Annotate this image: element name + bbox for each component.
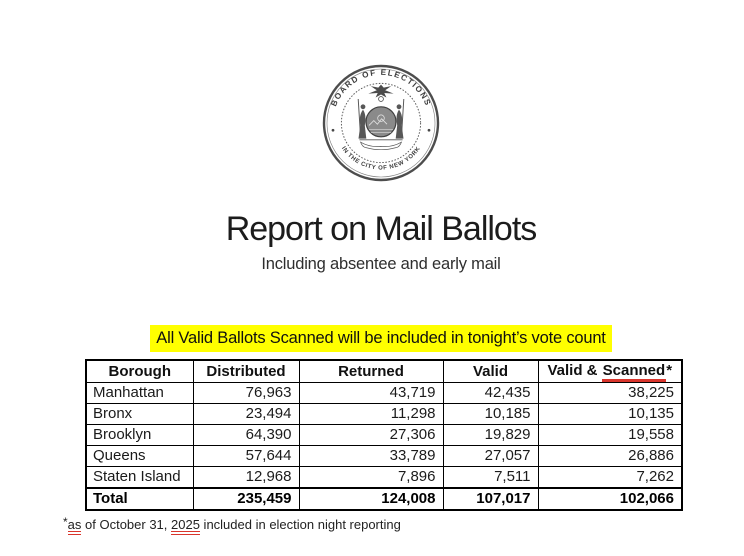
table-cell: 12,968: [192, 466, 300, 489]
table-cell: 19,829: [442, 424, 539, 446]
table-cell: 10,135: [537, 403, 683, 425]
seal-beaded-ring: [340, 82, 422, 164]
shield-water: [369, 129, 393, 133]
eagle-orb: [378, 96, 384, 102]
table-cell: 235,459: [192, 487, 300, 511]
ballots-table: Borough Distributed Returned Valid Valid…: [85, 359, 683, 511]
table-cell: 11,298: [298, 403, 444, 425]
table-cell: 23,494: [192, 403, 300, 425]
header-row: Borough Distributed Returned Valid Valid…: [85, 359, 683, 383]
table-row-bronx: Bronx 23,494 11,298 10,185 10,135: [85, 403, 683, 425]
table-cell: 124,008: [298, 487, 444, 511]
highlighted-note: All Valid Ballots Scanned will be includ…: [150, 325, 612, 352]
table-cell: 27,057: [442, 445, 539, 467]
seal-outer-inner-line: [326, 68, 436, 178]
table-cell: 26,886: [537, 445, 683, 467]
table-cell: 27,306: [298, 424, 444, 446]
page-title: Report on Mail Ballots: [225, 210, 538, 248]
shield-mountains: [368, 118, 388, 126]
column-header-borough: Borough: [85, 359, 194, 383]
table-cell: 107,017: [442, 487, 539, 511]
footnote: *as of October 31, 2025 included in elec…: [63, 514, 744, 533]
figure-right: [395, 109, 404, 139]
page-subtitle: Including absentee and early mail: [261, 255, 501, 273]
table-cell: 57,644: [192, 445, 300, 467]
seal-emblem: [357, 84, 405, 151]
column-header-distributed: Distributed: [192, 359, 300, 383]
footnote-text: of October 31,: [81, 517, 172, 532]
table-cell: 42,435: [442, 382, 539, 404]
table-cell: 19,558: [537, 424, 683, 446]
footnote-word-2025: 2025: [171, 517, 200, 535]
report-page: BOARD OF ELECTIONS IN THE CITY OF NEW YO…: [0, 63, 744, 556]
seal-right-dot: [427, 128, 431, 132]
table-cell: Brooklyn: [85, 424, 194, 446]
table-row-queens: Queens 57,644 33,789 27,057 26,886: [85, 445, 683, 467]
seal-graphic: BOARD OF ELECTIONS IN THE CITY OF NEW YO…: [322, 64, 440, 182]
table-cell: 33,789: [298, 445, 444, 467]
table-cell: Queens: [85, 445, 194, 467]
table-row-brooklyn: Brooklyn 64,390 27,306 19,829 19,558: [85, 424, 683, 446]
table-cell: 76,963: [192, 382, 300, 404]
figure-left-head: [360, 104, 366, 110]
table-cell: Staten Island: [85, 466, 194, 489]
table-cell: 38,225: [537, 382, 683, 404]
table-cell: 10,185: [442, 403, 539, 425]
column-header-valid-scanned: Valid & Scanned*: [537, 359, 683, 383]
scanned-header-prefix: Valid &: [547, 362, 602, 379]
seal-left-dot: [331, 128, 335, 132]
table-cell: 7,262: [537, 466, 683, 489]
table-cell: 43,719: [298, 382, 444, 404]
column-header-returned: Returned: [298, 359, 444, 383]
footnote-asterisk: *: [63, 515, 68, 529]
banner-row: All Valid Ballots Scanned will be includ…: [9, 325, 744, 352]
table-cell: 64,390: [192, 424, 300, 446]
table-cell: Bronx: [85, 403, 194, 425]
table-cell: 7,896: [298, 466, 444, 489]
figure-left: [358, 109, 367, 139]
table-row-staten-island: Staten Island 12,968 7,896 7,511 7,262: [85, 466, 683, 489]
table-row-manhattan: Manhattan 76,963 43,719 42,435 38,225: [85, 382, 683, 404]
scanned-header-underlined: Scanned: [601, 363, 667, 382]
table-row-total: Total 235,459 124,008 107,017 102,066: [85, 487, 683, 511]
footnote-text: included in election night reporting: [199, 517, 401, 532]
column-header-valid: Valid: [442, 359, 539, 383]
scanned-header-asterisk: *: [666, 362, 673, 379]
ribbon: [359, 141, 403, 151]
figure-right-head: [396, 104, 402, 110]
seal-outer-ring: [322, 64, 440, 182]
table-cell: 7,511: [442, 466, 539, 489]
table-cell: 102,066: [537, 487, 683, 511]
boe-seal: BOARD OF ELECTIONS IN THE CITY OF NEW YO…: [321, 63, 441, 183]
table-cell: Total: [85, 487, 194, 511]
footnote-word-as: as: [67, 517, 82, 535]
shield-sun: [377, 114, 385, 122]
table-cell: Manhattan: [85, 382, 194, 404]
eagle-icon: [368, 84, 394, 98]
